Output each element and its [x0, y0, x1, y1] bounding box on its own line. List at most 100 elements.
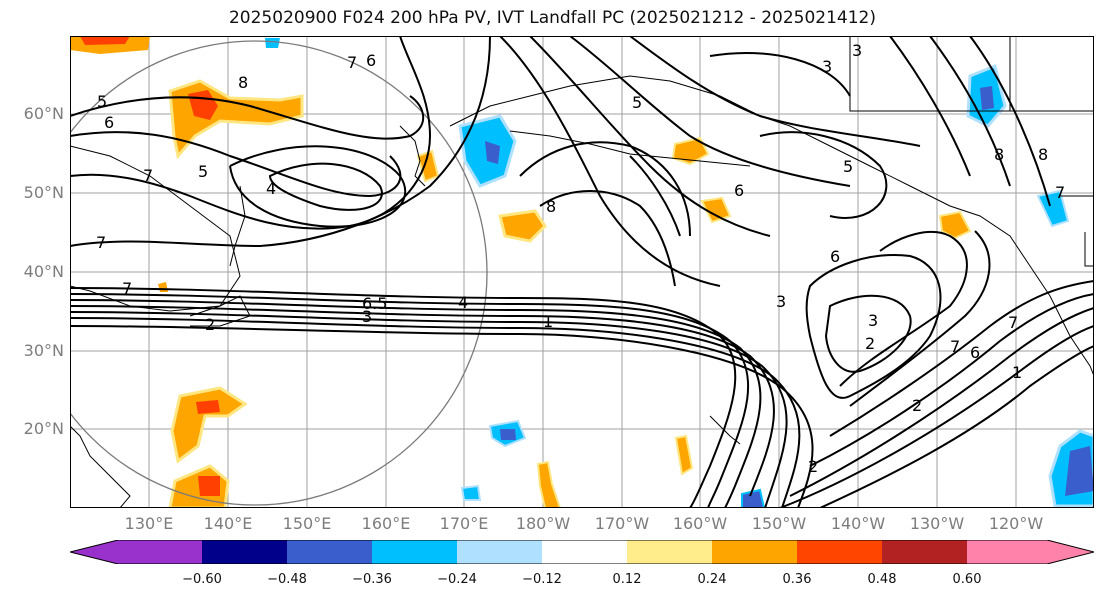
colorbar-tick-label: −0.24: [437, 572, 477, 587]
colorbar-segment: [202, 540, 287, 564]
contour-label: 2: [205, 315, 215, 334]
fill-region: [938, 210, 972, 240]
contour-label: 3: [852, 41, 862, 60]
colorbar-tick-label: 0.48: [867, 572, 897, 587]
contour-label: 3: [822, 57, 832, 76]
map-panel: 5 6 7 8 6 7 5 4 7 7 8 6.5 4 3 2 1 3 5 8 …: [70, 36, 1094, 508]
lon-label: 140°W: [830, 514, 886, 533]
fill-region: [1065, 446, 1094, 496]
fill-region: [536, 460, 562, 508]
colorbar-segment: [627, 540, 712, 564]
fill-region: [674, 434, 694, 476]
colorbar-segment: [882, 540, 967, 564]
contour-label: 7: [1008, 313, 1018, 332]
colorbar-tick-label: −0.60: [182, 572, 222, 587]
contour-label: 3: [362, 307, 372, 326]
colorbar-tick-label: −0.12: [522, 572, 562, 587]
ivt-anomaly-fills: [70, 36, 1094, 508]
lat-label: 40°N: [23, 262, 64, 281]
fill-region: [741, 488, 766, 508]
contour-label: 7: [950, 337, 960, 356]
fill-region: [265, 38, 280, 48]
colorbar-tick-label: −0.36: [352, 572, 392, 587]
contour-label: 1: [543, 312, 553, 331]
pv-contours: [70, 36, 1094, 508]
contour-label: 2: [865, 334, 875, 353]
fill-region: [1036, 189, 1070, 228]
colorbar-segment: [712, 540, 797, 564]
gridlines: [70, 36, 1094, 508]
contour-label: 8: [1038, 145, 1048, 164]
contour-label: 8: [994, 145, 1004, 164]
contour-label: 7: [1055, 183, 1065, 202]
contour-label: 6: [366, 51, 376, 70]
lat-label: 20°N: [23, 419, 64, 438]
contour-label: 6: [970, 343, 980, 362]
contour-label: 7: [122, 279, 132, 298]
colorbar-segment: [118, 540, 202, 564]
lon-label: 150°W: [751, 514, 807, 533]
contour-label: 3: [776, 292, 786, 311]
colorbar-segment: [797, 540, 882, 564]
lon-label: 160°W: [672, 514, 728, 533]
lon-label: 180°W: [515, 514, 571, 533]
lat-label: 30°N: [23, 341, 64, 360]
colorbar-tick-label: 0.24: [697, 572, 727, 587]
colorbar-tick-label: 0.12: [612, 572, 642, 587]
contour-label: 8: [546, 197, 556, 216]
fill-region: [170, 386, 248, 464]
lon-label: 140°E: [203, 514, 253, 533]
fill-region: [485, 141, 500, 164]
fill-region: [980, 86, 994, 110]
lon-label: 120°W: [988, 514, 1044, 533]
lon-label: 130°E: [124, 514, 174, 533]
lon-label: 170°W: [594, 514, 650, 533]
colorbar-segment: [287, 540, 372, 564]
fill-region: [498, 209, 547, 243]
lon-label: 170°E: [439, 514, 489, 533]
contour-label: 4: [266, 179, 276, 198]
contour-label: 7: [143, 166, 153, 185]
colorbar-segment: [70, 540, 118, 564]
fill-region: [80, 36, 130, 45]
colorbar-segment: [457, 540, 542, 564]
colorbar-segment: [1047, 540, 1094, 564]
colorbar-segment: [967, 540, 1047, 564]
fill-region: [460, 484, 482, 501]
colorbar-segment: [542, 540, 627, 564]
contour-label: 4: [458, 293, 468, 312]
fill-region: [700, 196, 732, 224]
colorbar-tick-label: −0.48: [267, 572, 307, 587]
map-frame: [70, 36, 1094, 508]
colorbar: [70, 540, 1094, 564]
colorbar-segment: [372, 540, 457, 564]
lon-label: 130°W: [909, 514, 965, 533]
contour-label: 5: [97, 92, 107, 111]
range-circle: [70, 40, 488, 506]
contour-label: 3: [868, 311, 878, 330]
contour-label: 5: [632, 93, 642, 112]
contour-label: 7: [96, 233, 106, 252]
contour-label: 5: [198, 162, 208, 181]
contour-label: 8: [238, 73, 248, 92]
contour-label: 1: [1012, 363, 1022, 382]
lon-label: 160°E: [361, 514, 411, 533]
contour-label: 2: [808, 457, 818, 476]
lat-label: 60°N: [23, 104, 64, 123]
contour-label-group: 5 6 7 8 6 7 5 4 7 7 8 6.5 4 3 2 1 3 5 8 …: [96, 41, 1065, 476]
contour-label: 2: [912, 396, 922, 415]
colorbar-tick-label: 0.36: [782, 572, 812, 587]
contour-label: 7: [347, 53, 357, 72]
colorbar-tick-label: 0.60: [952, 572, 982, 587]
region-borders: [849, 36, 1094, 267]
fill-region: [500, 429, 516, 440]
map-title: 2025020900 F024 200 hPa PV, IVT Landfall…: [228, 8, 876, 28]
fill-region: [198, 476, 220, 496]
contour-label: 6: [830, 247, 840, 266]
contour-label: 6: [104, 113, 114, 132]
lat-label: 50°N: [23, 183, 64, 202]
contour-label: 6.5: [362, 294, 387, 313]
fill-region: [196, 400, 220, 414]
contour-label: 5: [843, 157, 853, 176]
contour-label: 6: [734, 181, 744, 200]
